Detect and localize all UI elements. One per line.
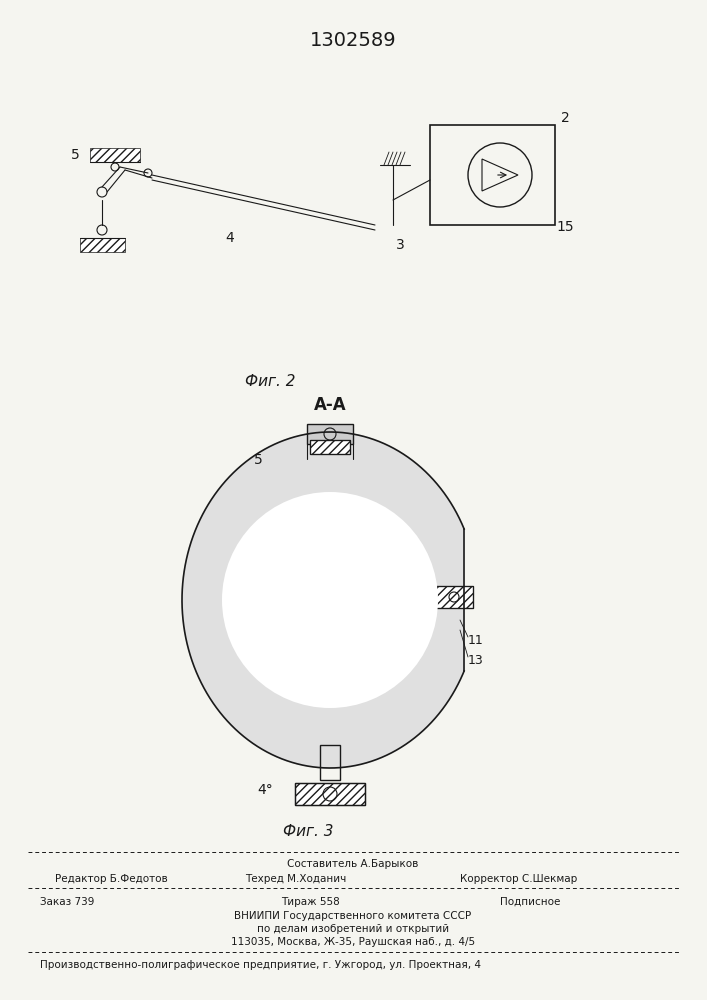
Bar — [430, 125, 555, 225]
Text: 113035, Москва, Ж-35, Раушская наб., д. 4/5: 113035, Москва, Ж-35, Раушская наб., д. … — [231, 937, 475, 947]
Text: Редактор Б.Федотов: Редактор Б.Федотов — [55, 874, 168, 884]
Text: 15: 15 — [556, 220, 574, 234]
Bar — [295, 783, 365, 805]
Text: Тираж 558: Тираж 558 — [281, 897, 339, 907]
Text: А-А: А-А — [314, 396, 346, 414]
Bar — [80, 238, 125, 252]
Text: 13: 13 — [468, 654, 484, 666]
Text: 2: 2 — [561, 111, 569, 125]
Bar — [320, 745, 340, 780]
Bar — [310, 440, 350, 454]
Text: Составитель А.Барыков: Составитель А.Барыков — [287, 859, 419, 869]
Bar — [307, 424, 353, 444]
Bar — [310, 440, 350, 454]
Bar — [90, 148, 140, 162]
Text: Корректор С.Шекмар: Корректор С.Шекмар — [460, 874, 577, 884]
Text: Фиг. 2: Фиг. 2 — [245, 374, 296, 389]
Text: ВНИИПИ Государственного комитета СССР: ВНИИПИ Государственного комитета СССР — [235, 911, 472, 921]
Text: Производственно-полиграфическое предприятие, г. Ужгород, ул. Проектная, 4: Производственно-полиграфическое предприя… — [40, 960, 481, 970]
Text: 1302589: 1302589 — [310, 30, 397, 49]
Bar — [435, 586, 473, 608]
Bar — [295, 783, 365, 805]
Text: 3: 3 — [396, 238, 404, 252]
Text: 5: 5 — [254, 453, 262, 467]
Text: 5: 5 — [71, 148, 79, 162]
Bar — [435, 586, 473, 608]
Text: Техред М.Ходанич: Техред М.Ходанич — [245, 874, 346, 884]
Text: 4°: 4° — [257, 783, 273, 797]
Circle shape — [222, 492, 438, 708]
Polygon shape — [182, 432, 464, 768]
Text: 11: 11 — [468, 634, 484, 647]
Text: по делам изобретений и открытий: по делам изобретений и открытий — [257, 924, 449, 934]
Text: Заказ 739: Заказ 739 — [40, 897, 94, 907]
Text: Фиг. 3: Фиг. 3 — [283, 824, 333, 840]
Text: 4: 4 — [226, 231, 235, 245]
Text: Подписное: Подписное — [500, 897, 561, 907]
